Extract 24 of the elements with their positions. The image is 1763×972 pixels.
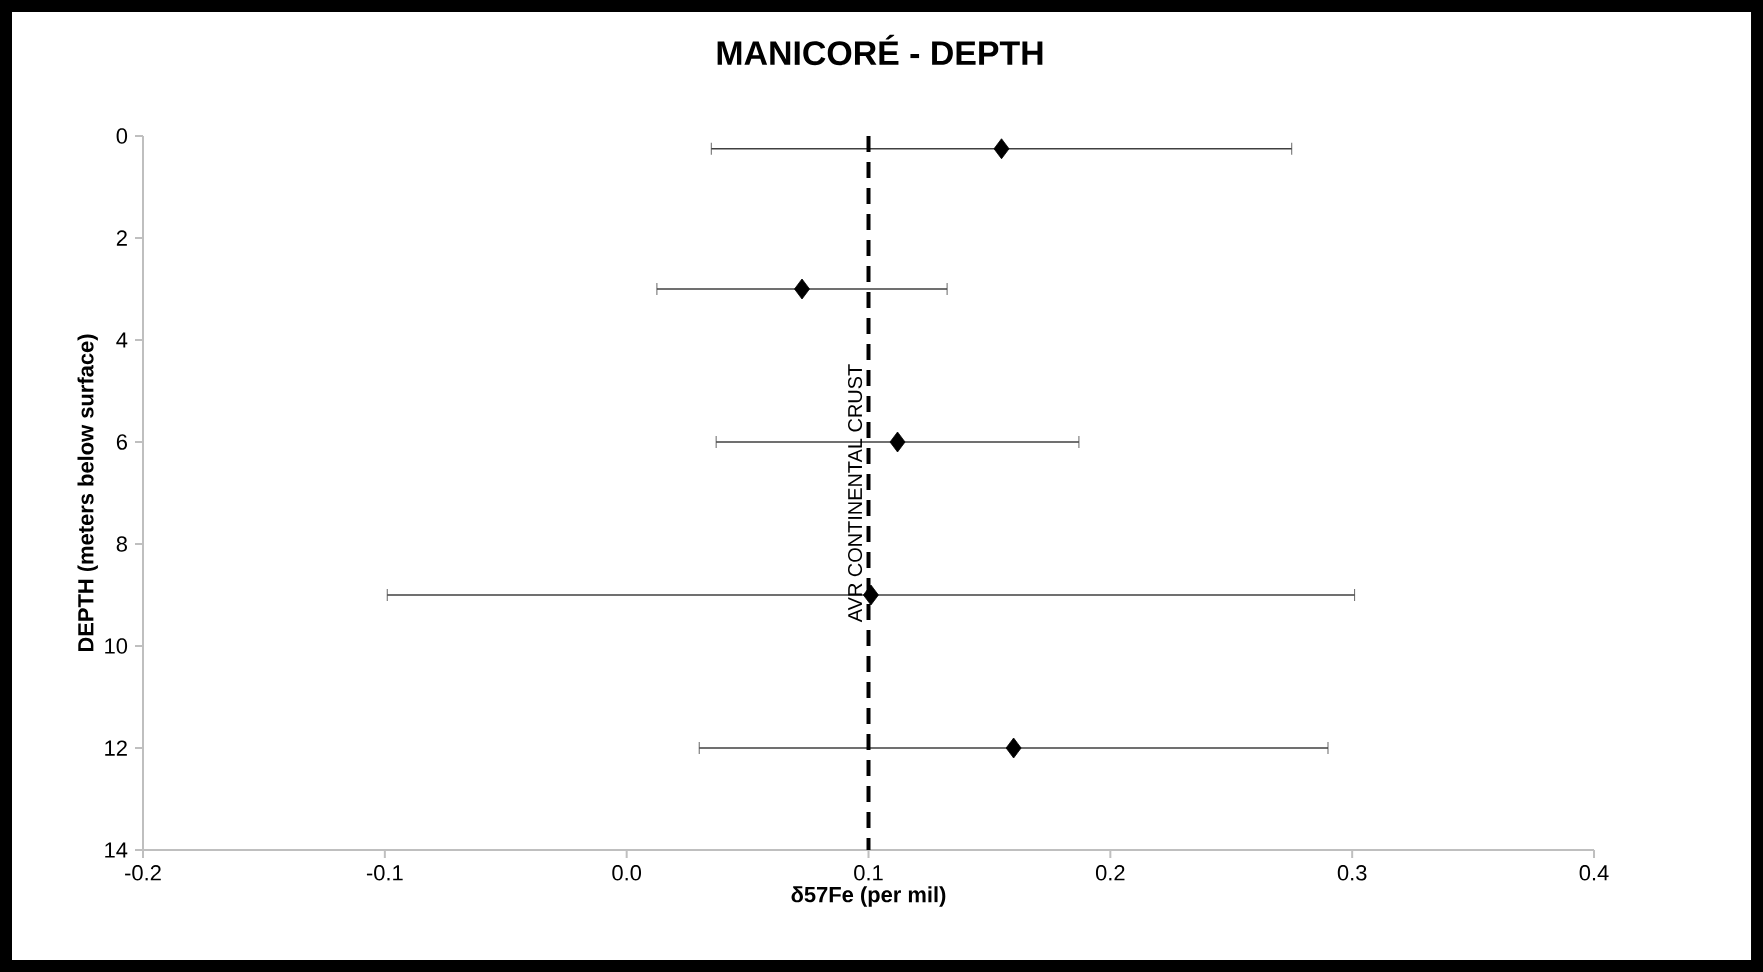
chart-title: MANICORÉ - DEPTH	[717, 34, 1043, 66]
y-tick-label: 8	[116, 536, 127, 552]
x-tick-label: -0.1	[366, 865, 403, 881]
x-tick-label: 0.4	[1579, 865, 1609, 881]
point	[1005, 737, 1022, 759]
y-tick-label: 12	[105, 740, 127, 756]
y-tick-label: 0	[116, 128, 128, 144]
y-tick-label: 6	[116, 434, 127, 450]
point	[863, 584, 879, 606]
x-tick-label: 0.2	[1095, 865, 1125, 881]
x-tick-label: 0.0	[612, 865, 642, 881]
x-tick-label: -0.2	[125, 865, 161, 881]
y-tick-label: 2	[116, 230, 127, 246]
y-tick-label: 4	[116, 332, 128, 348]
y-tick-label: 14	[105, 842, 128, 858]
x-axis-title: δ57Fe (per mil)	[791, 886, 946, 907]
x-tick-label: 0.1	[854, 865, 883, 881]
point	[993, 138, 1010, 160]
x-tick-label: 0.3	[1337, 865, 1367, 881]
y-tick-label: 10	[105, 638, 128, 654]
y-axis-title: DEPTH (meters below surface)	[77, 334, 98, 652]
point	[794, 278, 810, 300]
point	[889, 431, 906, 453]
ref-line-label: AVR CONTINENTAL CRUST	[848, 364, 863, 623]
